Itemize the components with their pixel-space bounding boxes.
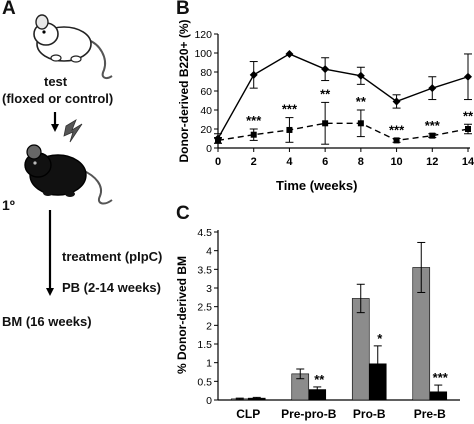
chart-c-error-bar bbox=[417, 241, 426, 293]
chart-b-x-tick-label: 0 bbox=[215, 156, 221, 168]
test-label: test bbox=[44, 74, 68, 89]
chart-b-x-tick-label: 12 bbox=[426, 156, 438, 168]
chart-c-error-bar bbox=[235, 397, 244, 401]
chart-c-significance-label: * bbox=[377, 331, 383, 346]
chart-b-x-tick-label: 2 bbox=[251, 156, 257, 168]
chart-b-significance-label: *** bbox=[246, 113, 262, 128]
chart-b-series-2-point bbox=[357, 120, 364, 127]
panel-c-letter: C bbox=[176, 203, 190, 224]
chart-c-y-tick-label: 3 bbox=[206, 283, 212, 295]
chart-b-series-1-point bbox=[356, 71, 365, 80]
chart-c-error-bar bbox=[313, 386, 322, 393]
chart-b-ylabel: Donor-derived B220+ (%) bbox=[177, 19, 191, 162]
chart-b-xlabel: Time (weeks) bbox=[276, 178, 357, 193]
irradiation-icon bbox=[63, 119, 83, 143]
chart-c-y-tick-label: 0.5 bbox=[197, 376, 212, 388]
treatment-step: treatment (pIpC) bbox=[62, 249, 163, 264]
chart-c-error-bar bbox=[356, 283, 365, 314]
chart-b-series-1-point bbox=[464, 72, 472, 81]
chart-b-series-2-point bbox=[250, 131, 257, 138]
chart-b-y-tick-label: 0 bbox=[206, 143, 212, 155]
chart-c-significance-label: *** bbox=[433, 370, 449, 385]
chart-b-x-tick-label: 8 bbox=[358, 156, 364, 168]
chart-c-error-bar bbox=[296, 368, 305, 380]
chart-b-series-1-point bbox=[392, 97, 401, 106]
chart-b-series-2-point bbox=[286, 126, 293, 133]
chart-b-series-2-line bbox=[217, 122, 469, 142]
panel-b-letter: B bbox=[176, 0, 190, 19]
chart-b-series-1-point bbox=[321, 65, 330, 74]
chart-b-y-tick-label: 80 bbox=[200, 67, 212, 79]
panel-a-letter: A bbox=[2, 0, 16, 19]
chart-c-y-tick-label: 2 bbox=[206, 320, 212, 332]
chart-b-x-tick-label: 14 bbox=[462, 156, 474, 168]
chart-b-significance-label: ** bbox=[463, 108, 474, 123]
chart-b-series-1-point bbox=[428, 84, 437, 93]
chart-b-x-tick-label: 10 bbox=[390, 156, 402, 168]
chart-c-significance-label: ** bbox=[314, 372, 325, 387]
chart-c-category-label: CLP bbox=[236, 407, 260, 421]
recipient-mouse-icon bbox=[24, 144, 113, 205]
chart-c-category-label: Pre-B bbox=[414, 407, 446, 421]
chart-b-y-tick-label: 100 bbox=[194, 48, 212, 60]
chart-c-error-bar bbox=[434, 384, 443, 400]
chart-b-series-2-point bbox=[465, 126, 471, 132]
chart-b-series-1-line bbox=[217, 53, 469, 139]
chart-c-y-tick-label: 4.5 bbox=[197, 227, 212, 239]
chart-b-significance-label: *** bbox=[389, 123, 405, 138]
donor-mouse-icon bbox=[33, 14, 113, 79]
chart-c-y-tick-label: 3.5 bbox=[197, 264, 212, 276]
chart-b-x-tick-label: 6 bbox=[322, 156, 328, 168]
chart-b-series-2-point bbox=[393, 137, 400, 144]
chart-b-y-tick-label: 20 bbox=[200, 124, 212, 136]
pb-step: PB (2-14 weeks) bbox=[62, 280, 161, 295]
chart-c-category-label: Pre-pro-B bbox=[281, 407, 337, 421]
chart-b-y-tick-label: 60 bbox=[200, 86, 212, 98]
chart-b-y-tick-label: 120 bbox=[194, 29, 212, 41]
chart-c-error-bar bbox=[373, 345, 382, 383]
chart-c-y-tick-label: 1 bbox=[206, 358, 212, 370]
chart-c-category-label: Pro-B bbox=[353, 407, 386, 421]
chart-b-series-2-point bbox=[215, 137, 221, 144]
chart-b-y-tick-label: 40 bbox=[200, 105, 212, 117]
chart-b-series-2-point bbox=[429, 132, 436, 139]
bm-step: BM (16 weeks) bbox=[2, 314, 92, 329]
chart-b-significance-label: ** bbox=[320, 86, 331, 101]
chart-b-series-1-point bbox=[285, 49, 294, 58]
test-sublabel: (floxed or control) bbox=[2, 91, 114, 106]
chart-c-ylabel: % Donor-derived BM bbox=[175, 256, 189, 374]
chart-b-significance-label: *** bbox=[282, 102, 298, 117]
chart-c-y-tick-label: 0 bbox=[206, 395, 212, 407]
chart-c-bar-pro-b-series-1 bbox=[351, 298, 370, 401]
chart-b-series-1-point bbox=[249, 70, 258, 79]
chart-c-error-bar bbox=[252, 396, 261, 400]
chart-b-significance-label: ** bbox=[356, 94, 367, 109]
chart-b-significance-label: *** bbox=[425, 118, 441, 133]
chart-c-y-tick-label: 2.5 bbox=[197, 302, 212, 314]
recipient-label: 1º bbox=[2, 197, 15, 213]
chart-b-x-tick-label: 4 bbox=[286, 156, 293, 168]
chart-c-y-tick-label: 4 bbox=[206, 246, 212, 258]
chart-c-y-tick-label: 1.5 bbox=[197, 339, 212, 351]
chart-b-series-2-point bbox=[322, 120, 329, 127]
